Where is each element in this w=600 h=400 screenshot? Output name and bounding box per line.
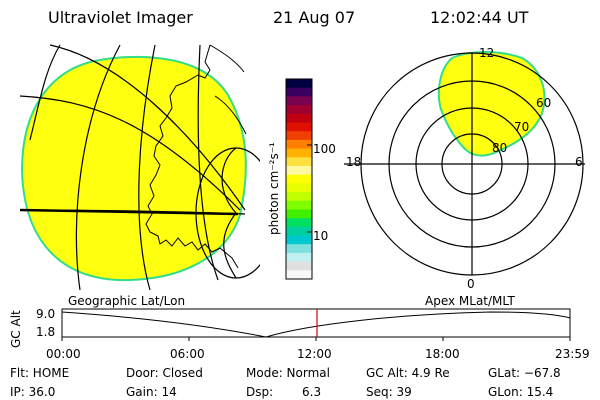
mlt-label-6: 6 xyxy=(575,155,583,169)
gc-alt-status: GC Alt: 4.9 Re xyxy=(366,366,450,380)
colorbar-band xyxy=(286,235,312,245)
aurora-image-left xyxy=(20,55,247,282)
colorbar-tick-10: 10 xyxy=(313,229,329,243)
mode-status: Mode: Normal xyxy=(246,366,330,380)
colorbar-band xyxy=(286,122,312,132)
colorbar-band xyxy=(286,252,312,263)
timeline-left-label: Geographic Lat/Lon xyxy=(68,294,186,308)
colorbar-band xyxy=(286,183,312,193)
meridian-line xyxy=(29,44,61,141)
colorbar-band xyxy=(286,113,312,123)
latitude-line xyxy=(49,44,246,211)
glat-status: GLat: −67.8 xyxy=(488,366,561,380)
coastline xyxy=(214,95,247,135)
colorbar-band xyxy=(286,226,312,237)
timeline-right-label: Apex MLat/MLT xyxy=(425,294,515,308)
colorbar-band xyxy=(286,105,312,115)
timeline-y-tick-high: 9.0 xyxy=(36,307,56,321)
colorbar-band xyxy=(286,157,312,167)
meridian-line xyxy=(138,44,156,290)
lat-label-80: 80 xyxy=(492,141,508,155)
latitude-line xyxy=(223,212,237,279)
colorbar-band xyxy=(286,148,312,158)
ip-status: IP: 36.0 xyxy=(10,385,56,399)
timeline-x-tick-3: 18:00 xyxy=(425,347,460,361)
meridian-line xyxy=(75,44,121,290)
lat-label-70: 70 xyxy=(514,120,530,134)
latitude-line xyxy=(19,95,241,211)
timeline-x-tick-4: 23:59 xyxy=(555,347,590,361)
coastline xyxy=(145,44,239,269)
door-status: Door: Closed xyxy=(126,366,203,380)
colorbar xyxy=(285,78,313,280)
colorbar-band xyxy=(286,200,312,210)
time-label: 12:02:44 UT xyxy=(430,8,529,27)
timeline-x-tick-0: 00:00 xyxy=(46,347,81,361)
colorbar-band xyxy=(286,209,312,219)
seq-status: Seq: 39 xyxy=(366,385,412,399)
altitude-curve xyxy=(61,311,571,338)
colorbar-band xyxy=(286,270,312,280)
timeline-x-tick-2: 12:00 xyxy=(297,347,332,361)
dsp-label: Dsp: xyxy=(246,385,274,399)
colorbar-band xyxy=(286,244,312,254)
instrument-title: Ultraviolet Imager xyxy=(48,8,193,27)
timeline-y-tick-low: 1.8 xyxy=(36,325,56,339)
timeline-x-tick-1: 06:00 xyxy=(170,347,205,361)
mlt-label-12: 12 xyxy=(479,46,495,60)
colorbar-band xyxy=(286,87,312,97)
colorbar-band xyxy=(286,139,312,150)
date-label: 21 Aug 07 xyxy=(273,8,356,27)
flt-status: Flt: HOME xyxy=(10,366,70,380)
colorbar-band xyxy=(286,96,312,106)
equator-line xyxy=(19,208,239,216)
glon-status: GLon: 15.4 xyxy=(488,385,554,399)
lat-label-60: 60 xyxy=(536,96,552,110)
colorbar-band xyxy=(286,165,312,176)
aurora-image-right xyxy=(437,51,546,157)
colorbar-band xyxy=(286,261,312,271)
colorbar-tick-100: 100 xyxy=(313,142,336,156)
coastline xyxy=(209,44,245,73)
colorbar-band xyxy=(286,131,312,141)
colorbar-band xyxy=(286,192,312,202)
colorbar-frame xyxy=(285,78,313,280)
timeline-frame xyxy=(61,308,571,338)
latitude-line xyxy=(221,147,237,214)
mlt-label-18: 18 xyxy=(346,155,362,169)
mlt-label-0: 0 xyxy=(467,277,475,291)
dsp-value: 6.3 xyxy=(302,385,322,399)
colorbar-band xyxy=(286,218,312,228)
colorbar-band xyxy=(286,79,312,89)
gain-status: Gain: 14 xyxy=(126,385,177,399)
colorbar-band xyxy=(286,174,312,184)
